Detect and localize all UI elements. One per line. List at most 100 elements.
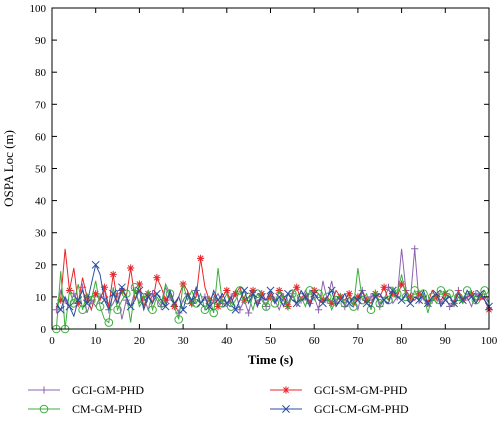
data-point (222, 299, 231, 308)
data-point (135, 286, 144, 295)
data-point (78, 305, 87, 315)
data-point (113, 305, 122, 315)
y-axis-title: OSPA Loc (m) (1, 130, 16, 207)
data-point (363, 296, 371, 304)
legend-label: GCI-GM-PHD (72, 383, 144, 397)
data-point (249, 286, 257, 295)
data-point (188, 299, 196, 307)
data-point (336, 296, 345, 305)
data-point (196, 254, 205, 262)
data-point (83, 293, 91, 301)
x-tick-label: 0 (49, 335, 55, 347)
axes: 0 10 20 30 40 50 60 70 80 90 100 0 10 20 30 40 50 60 70 80 9… (1, 3, 498, 367)
data-point (349, 302, 358, 311)
y-tick-label: 0 (41, 324, 47, 336)
data-point (187, 296, 196, 305)
data-point (423, 299, 432, 308)
data-point (91, 260, 100, 269)
data-point (261, 302, 271, 311)
data-point (362, 299, 371, 308)
data-point (162, 296, 170, 304)
data-point (415, 296, 424, 305)
y-tick-label: 100 (30, 3, 47, 15)
data-point (354, 293, 362, 301)
x-tick-label: 80 (396, 335, 408, 347)
data-point (257, 292, 266, 301)
data-point (371, 292, 380, 301)
x-tick-label: 50 (265, 335, 277, 347)
y-tick-label: 70 (35, 99, 47, 111)
data-point (398, 280, 406, 288)
x-tick-label: 10 (90, 335, 102, 347)
data-point (266, 286, 275, 295)
data-point (415, 290, 423, 298)
data-point (336, 293, 345, 301)
y-tick-label: 80 (35, 67, 47, 79)
legend-item-gci-gm-phd: GCI-GM-PHD (28, 383, 144, 397)
data-point (314, 306, 323, 314)
data-point (245, 309, 253, 317)
data-point (153, 274, 161, 282)
data-point (100, 296, 109, 305)
data-point (223, 286, 231, 295)
data-point (65, 302, 74, 311)
data-point (104, 318, 114, 327)
data-point (450, 299, 458, 308)
data-point (410, 286, 420, 295)
data-point (240, 286, 249, 295)
data-point (117, 283, 126, 292)
legend-swatch-marker (282, 405, 290, 413)
data-point (135, 280, 143, 288)
x-tick-label: 90 (440, 335, 452, 347)
legend-label: GCI-CM-GM-PHD (314, 402, 409, 416)
legend-swatch-marker (40, 386, 48, 394)
data-point (375, 299, 385, 308)
data-point (83, 299, 91, 308)
data-point (170, 299, 179, 308)
data-point (196, 299, 205, 308)
data-point (92, 290, 100, 298)
data-point (476, 289, 485, 298)
plot-area (52, 245, 493, 334)
data-point (284, 302, 292, 311)
data-point (323, 292, 332, 302)
data-point (52, 306, 60, 314)
data-point (441, 296, 450, 305)
x-tick-label: 40 (221, 335, 233, 347)
data-point (258, 290, 266, 298)
data-point (231, 305, 240, 314)
data-point (214, 302, 222, 311)
y-tick-label: 60 (35, 131, 47, 143)
data-point (432, 293, 441, 301)
data-point (95, 302, 105, 311)
legend-label: CM-GM-PHD (72, 402, 142, 416)
data-point (56, 305, 65, 314)
data-point (161, 302, 170, 311)
data-point (371, 290, 379, 298)
data-point (397, 296, 406, 305)
data-point (126, 302, 135, 311)
data-point (446, 302, 454, 311)
data-point (319, 296, 327, 304)
x-tick-label: 30 (178, 335, 190, 347)
data-point (279, 295, 288, 305)
data-point (345, 299, 354, 308)
legend-item-gci-cm-gm-phd: GCI-CM-GM-PHD (270, 402, 409, 416)
legend-swatch-marker (39, 404, 49, 414)
data-point (467, 292, 476, 301)
x-axis-title: Time (s) (248, 352, 294, 367)
data-point (118, 286, 126, 295)
data-point (327, 286, 336, 295)
data-point (270, 299, 280, 308)
data-point (144, 292, 153, 301)
data-point (275, 292, 284, 301)
data-point (293, 283, 301, 291)
series-gci-cm-gm-phd (55, 260, 493, 318)
data-point (74, 296, 83, 305)
x-tick-label: 20 (134, 335, 146, 347)
data-point (127, 264, 135, 272)
data-point (462, 286, 472, 295)
data-point (388, 286, 397, 295)
data-point (152, 289, 161, 298)
legend-label: GCI-SM-GM-PHD (314, 383, 408, 397)
